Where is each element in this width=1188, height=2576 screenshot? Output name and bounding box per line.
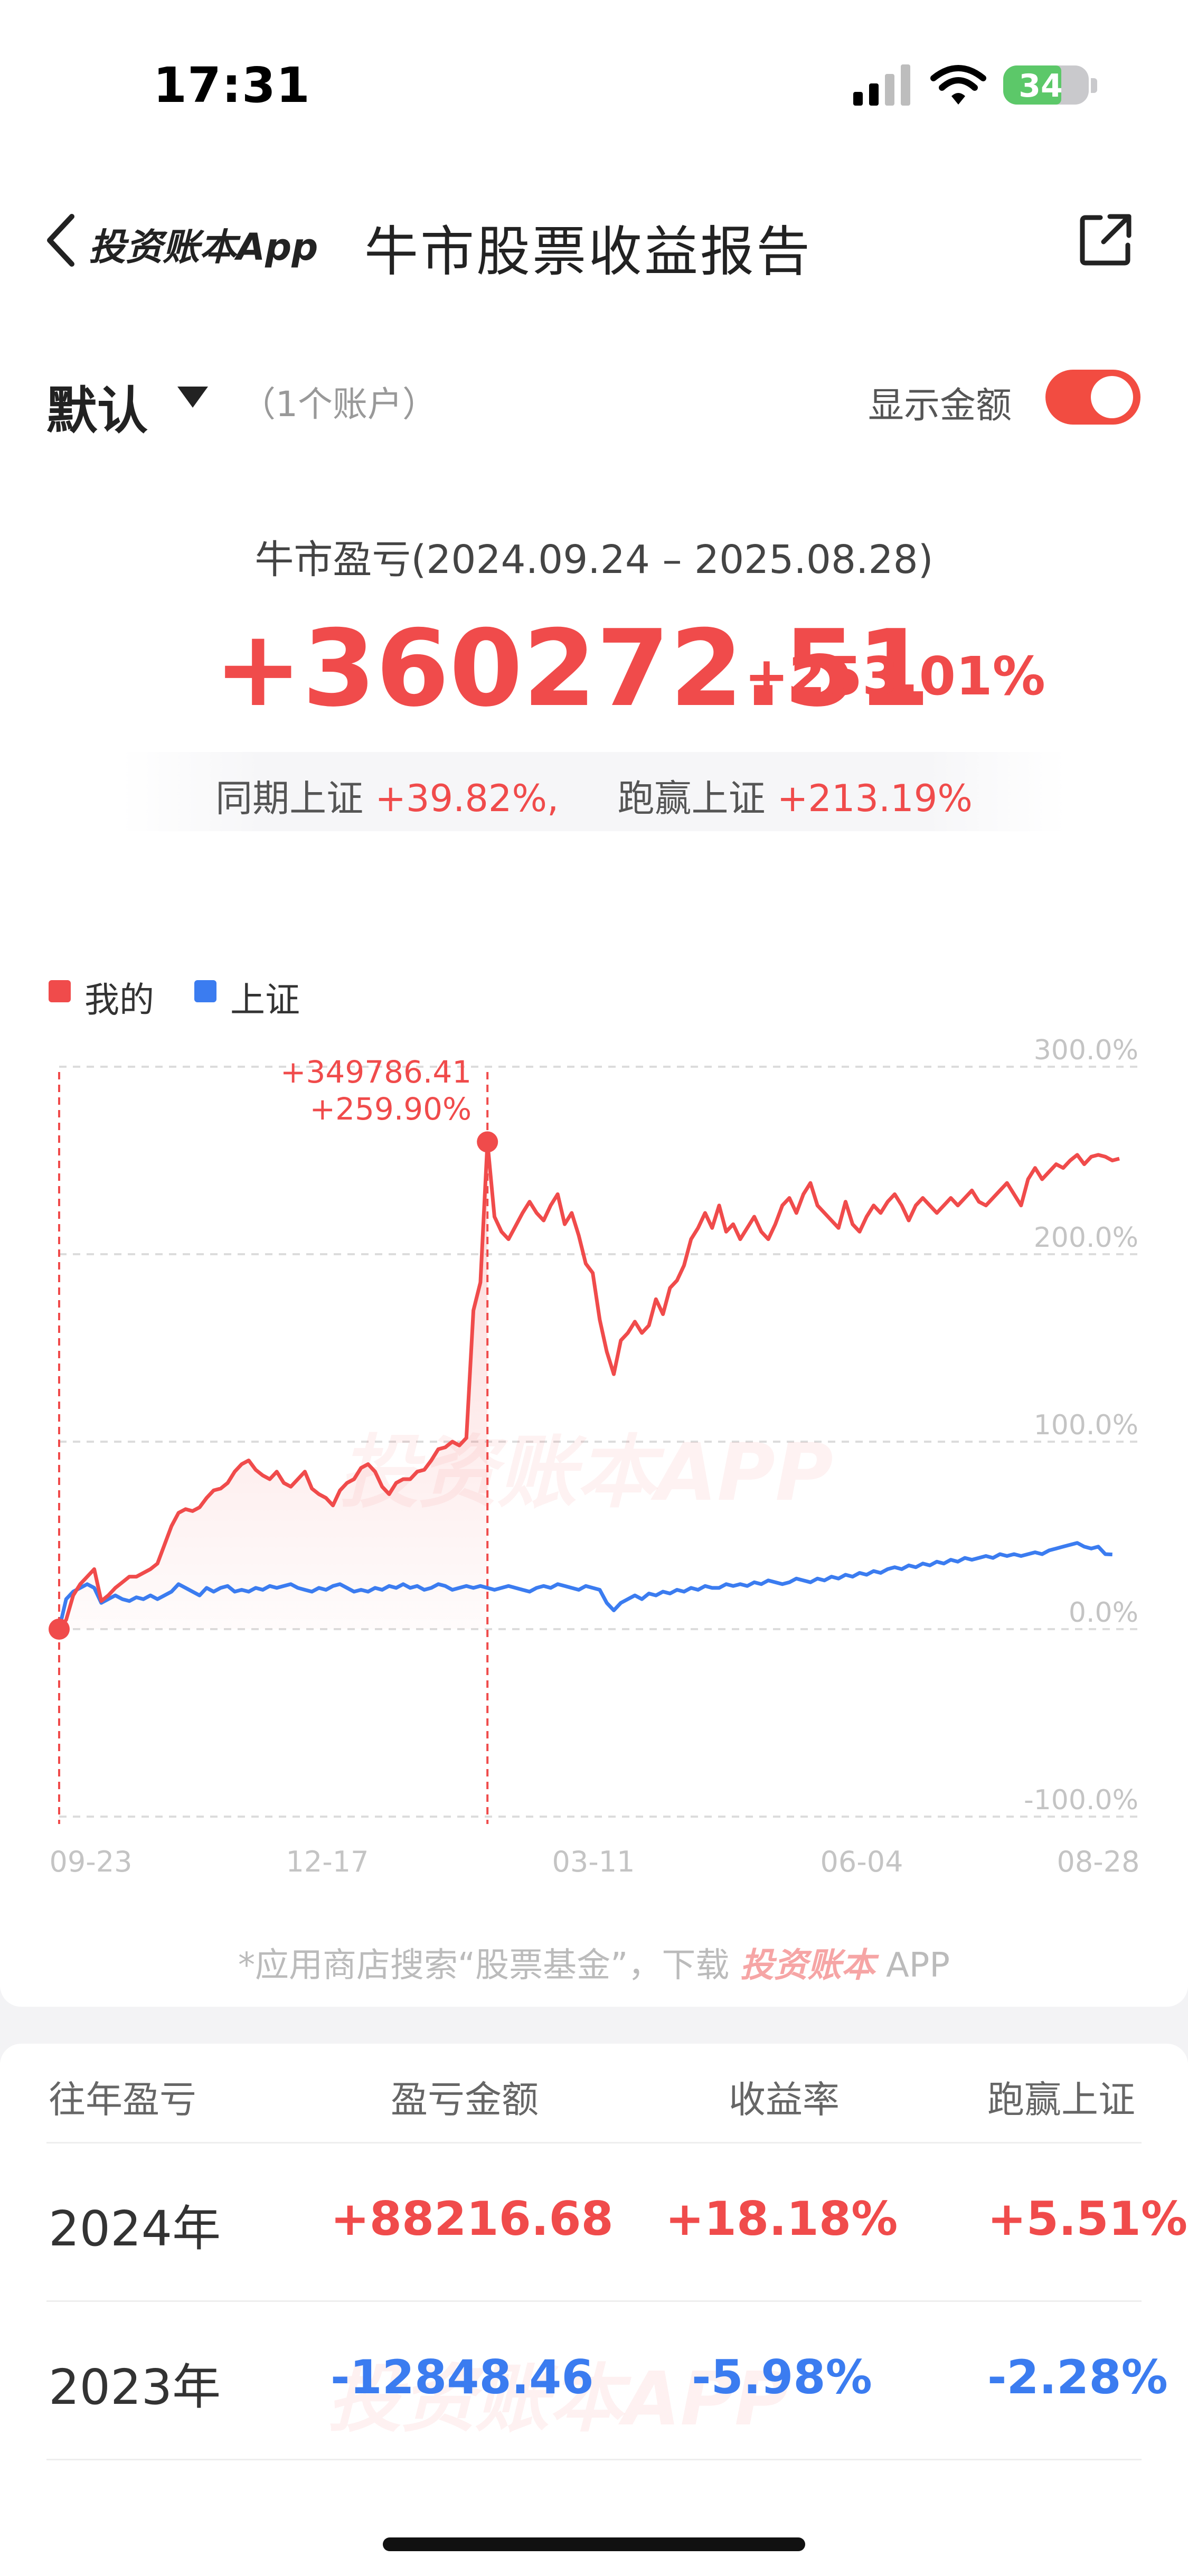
divider: [46, 2459, 1142, 2460]
toggle-knob: [1091, 376, 1133, 418]
account-selector[interactable]: 默认: [46, 381, 148, 440]
row-2023-rate: -5.98%: [692, 2350, 872, 2404]
share-icon[interactable]: [1077, 211, 1134, 268]
battery-cap: [1091, 78, 1097, 93]
start-point: [49, 1619, 70, 1640]
legend-mine-swatch: [49, 980, 71, 1002]
show-amount-label: 显示金额: [868, 385, 1012, 427]
home-indicator: [383, 2537, 805, 2551]
beat-value: +213.19%: [777, 777, 973, 820]
battery-level: [1003, 65, 1061, 105]
cellular-signal-icon: [853, 64, 910, 106]
benchmark-label: 同期上证: [215, 777, 364, 820]
total-profit-percent: +253.01%: [744, 645, 1045, 707]
account-count: （1个账户）: [241, 384, 437, 425]
caret-down-icon[interactable]: [175, 384, 210, 410]
total-profit: +360272.51: [214, 607, 930, 730]
back-button-label[interactable]: 投资账本App: [89, 225, 318, 269]
status-time-overlay: 17:31: [153, 57, 310, 114]
peak-pct-label: +259.90%: [310, 1091, 472, 1127]
row-2023-amount: -12848.46: [331, 2350, 594, 2404]
peak-point: [477, 1131, 498, 1153]
benchmark-comparison: 同期上证 +39.82%, 跑赢上证 +213.19%: [0, 769, 1188, 822]
x-tick-label: 06-04: [821, 1845, 903, 1878]
row-2024-amount: +88216.68: [331, 2192, 614, 2246]
y-tick-label: 0.0%: [1069, 1597, 1138, 1629]
col-header-amount: 盈亏金额: [391, 2078, 539, 2121]
profit-chart[interactable]: 300.0% 200.0% 100.0% 0.0% -100.0% 09-23 12-17 0…: [0, 1035, 1188, 1933]
battery-percent: 34: [1019, 68, 1063, 105]
y-tick-label: 100.0%: [1034, 1409, 1138, 1441]
divider: [46, 2300, 1142, 2302]
row-2024-rate: +18.18%: [665, 2192, 898, 2246]
col-header-beat: 跑赢上证: [987, 2078, 1135, 2121]
report-card: [0, 0, 1188, 2007]
col-header-year: 往年盈亏: [49, 2078, 196, 2121]
y-tick-label: -100.0%: [1024, 1784, 1138, 1816]
y-tick-label: 300.0%: [1034, 1035, 1138, 1066]
divider: [46, 2142, 1142, 2143]
x-tick-label: 12-17: [286, 1845, 369, 1878]
footer-note: *应用商店搜索“股票基金”，下载 投资账本 APP: [0, 1938, 1188, 1987]
mine-area-fill: [59, 1142, 488, 1629]
x-tick-label: 09-23: [50, 1845, 133, 1878]
y-tick-label: 200.0%: [1034, 1222, 1138, 1254]
benchmark-bar: [121, 752, 1067, 831]
peak-profit-label: +349786.41: [280, 1054, 472, 1090]
footer-brand: 投资账本: [740, 1946, 875, 1985]
x-tick-label: 08-28: [1057, 1845, 1140, 1878]
benchmark-value: +39.82%,: [375, 777, 559, 820]
watermark: 投资账本APP: [327, 2356, 789, 2442]
row-2024-year: 2024年: [49, 2201, 221, 2257]
back-chevron-icon[interactable]: [42, 211, 79, 269]
row-2024-beat: +5.51%: [987, 2192, 1188, 2246]
legend-mine-label: 我的: [84, 980, 154, 1020]
x-tick-label: 03-11: [552, 1845, 635, 1878]
row-2023-year: 2023年: [49, 2359, 221, 2415]
wifi-icon: [930, 65, 986, 105]
col-header-rate: 收益率: [729, 2078, 840, 2121]
series-line-index: [57, 1541, 1112, 1630]
row-2023-beat: -2.28%: [987, 2350, 1168, 2404]
legend-index-swatch: [194, 980, 216, 1002]
period-label: 牛市盈亏(2024.09.24 – 2025.08.28): [254, 537, 934, 582]
footer-note-prefix: *应用商店搜索“股票基金”，下载: [238, 1946, 730, 1985]
history-card: [0, 2044, 1188, 2576]
beat-label: 跑赢上证: [617, 777, 766, 820]
page-title: 牛市股票收益报告: [364, 221, 812, 284]
series-line-mine: [58, 1140, 1120, 1631]
legend-index-label: 上证: [230, 980, 300, 1020]
footer-note-suffix: APP: [886, 1946, 950, 1985]
